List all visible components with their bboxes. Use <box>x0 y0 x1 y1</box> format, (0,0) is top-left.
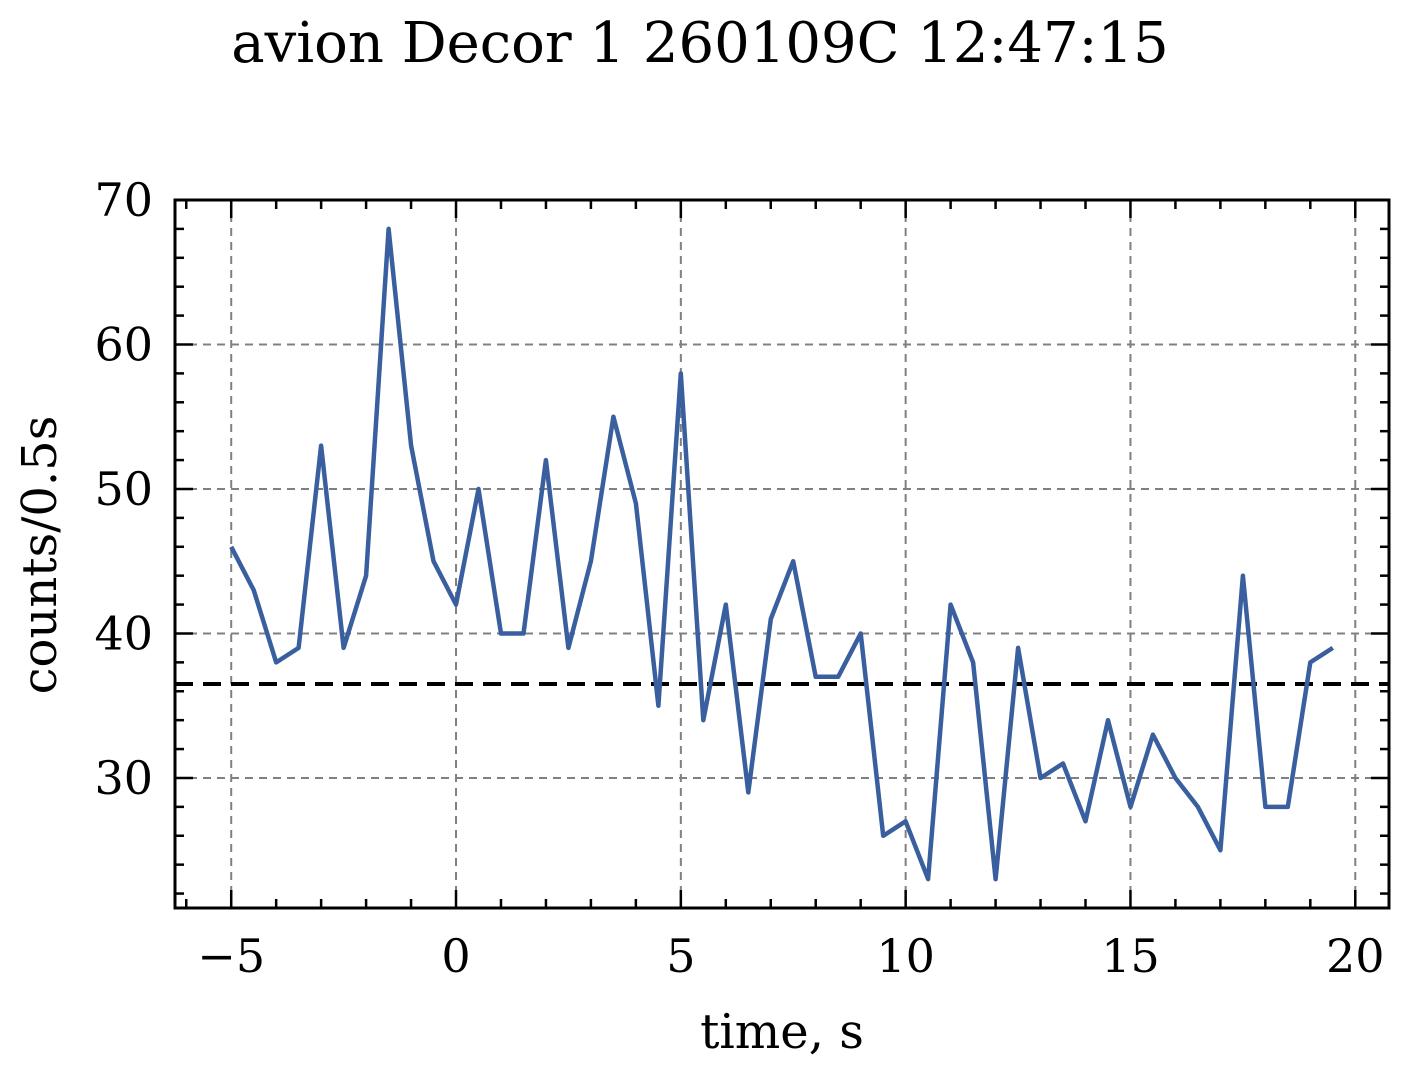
x-tick-labels: −5 0 5 10 15 20 <box>197 929 1384 983</box>
y-tick-label: 50 <box>94 462 153 516</box>
x-tick-label: −5 <box>197 929 265 983</box>
x-axis-label: time, s <box>700 1004 864 1060</box>
plot-frame <box>173 198 1391 910</box>
y-tick-label: 40 <box>94 606 153 660</box>
y-axis-label: counts/0.5s <box>12 416 68 695</box>
series-group <box>229 226 1335 882</box>
series-line <box>229 226 1335 882</box>
grid <box>175 199 1389 908</box>
ticks <box>175 198 1389 908</box>
x-tick-label: 0 <box>441 929 470 983</box>
y-tick-label: 30 <box>94 751 153 805</box>
chart-title: avion Decor 1 260109C 12:47:15 <box>231 11 1169 76</box>
y-tick-label: 70 <box>94 173 153 227</box>
x-tick-label: 20 <box>1326 929 1385 983</box>
x-tick-label: 5 <box>666 929 695 983</box>
x-tick-label: 10 <box>876 929 935 983</box>
x-tick-label: 15 <box>1101 929 1160 983</box>
y-tick-label: 60 <box>94 317 153 371</box>
y-tick-labels: 30 40 50 60 70 <box>94 173 153 805</box>
